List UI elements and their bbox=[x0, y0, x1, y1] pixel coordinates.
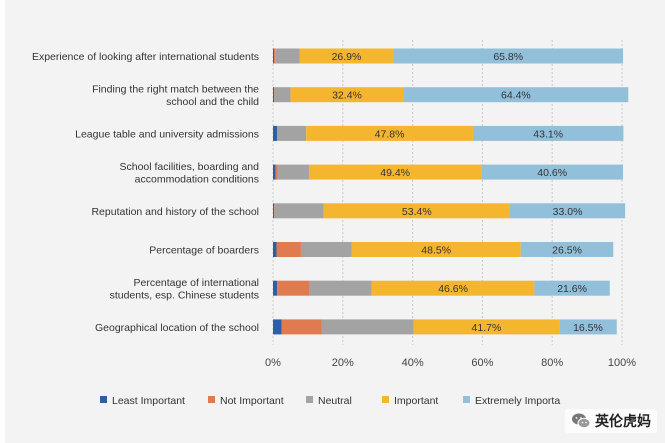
bar-segment-neutral bbox=[309, 280, 372, 296]
bar-segment-least-important bbox=[273, 242, 277, 257]
x-tick-label: 20% bbox=[332, 357, 354, 369]
bar-segment-not-important bbox=[281, 319, 322, 335]
category-label: Experience of looking after internationa… bbox=[32, 51, 259, 63]
bar-segment-least-important bbox=[273, 87, 275, 103]
bar-segment-least-important bbox=[273, 203, 275, 219]
category-label: Percentage of international bbox=[133, 277, 259, 289]
bar-segment-important bbox=[371, 280, 535, 296]
x-tick-label: 40% bbox=[402, 357, 424, 369]
bar-segment-extremely-important bbox=[520, 242, 614, 257]
data-label: 16.5% bbox=[573, 322, 603, 334]
bar-segment-important bbox=[351, 242, 521, 257]
bar-segment-neutral bbox=[274, 87, 291, 103]
bar-segment-neutral bbox=[277, 164, 309, 180]
data-label: 43.1% bbox=[533, 128, 563, 140]
data-label: 53.4% bbox=[402, 206, 432, 218]
bar-segment-not-important bbox=[277, 280, 310, 296]
x-tick-label: 100% bbox=[608, 357, 636, 369]
bar-segment-extremely-important bbox=[559, 319, 617, 335]
bar-segment-least-important bbox=[273, 319, 282, 335]
bar-segment-neutral bbox=[300, 242, 352, 257]
watermark-text: 英伦虎妈 bbox=[595, 414, 651, 430]
legend-swatch bbox=[382, 396, 389, 403]
legend-swatch bbox=[306, 396, 313, 403]
category-label: accommodation conditions bbox=[135, 173, 259, 185]
category-label: School facilities, boarding and bbox=[119, 161, 259, 173]
data-label: 33.0% bbox=[553, 206, 583, 218]
bar-segment-neutral bbox=[277, 125, 307, 141]
bar-segment-neutral bbox=[275, 48, 300, 64]
bar-segment-extremely-important bbox=[403, 87, 629, 103]
bar-segment-least-important bbox=[273, 125, 278, 141]
legend-label: Neutral bbox=[318, 395, 352, 407]
bar-segment-not-important bbox=[276, 242, 301, 257]
data-label: 47.8% bbox=[375, 128, 405, 140]
data-label: 40.6% bbox=[537, 167, 567, 179]
bar-segment-least-important bbox=[273, 48, 275, 64]
wechat-icon bbox=[572, 413, 591, 429]
data-label: 26.9% bbox=[332, 51, 362, 63]
bar-segment-neutral bbox=[274, 203, 324, 219]
legend-label: Least Important bbox=[112, 395, 185, 407]
category-label: students, esp. Chinese students bbox=[110, 289, 259, 301]
bar-segment-important bbox=[290, 87, 404, 103]
legend-label: Not Important bbox=[220, 395, 284, 407]
x-tick-label: 60% bbox=[471, 357, 493, 369]
legend-swatch bbox=[100, 396, 107, 403]
bar-segment-neutral bbox=[321, 319, 414, 335]
bar-segment-extremely-important bbox=[481, 164, 624, 180]
legend-label: Extremely Importa bbox=[475, 395, 560, 407]
data-label: 41.7% bbox=[472, 322, 502, 334]
category-label: Percentage of boarders bbox=[149, 245, 259, 257]
bar-segment-important bbox=[308, 164, 482, 180]
x-tick-label: 0% bbox=[265, 357, 281, 369]
data-label: 48.5% bbox=[421, 245, 451, 257]
bar-segment-not-important bbox=[274, 48, 276, 64]
bar-segment-extremely-important bbox=[472, 125, 624, 141]
x-tick-label: 80% bbox=[541, 357, 563, 369]
bar-segment-important bbox=[299, 48, 394, 64]
bar-segment-important bbox=[413, 319, 560, 335]
bar-segment-extremely-important bbox=[534, 280, 610, 296]
legend-swatch bbox=[463, 396, 470, 403]
category-label: Reputation and history of the school bbox=[91, 206, 259, 218]
category-label: Geographical location of the school bbox=[95, 322, 259, 334]
bar-segment-important bbox=[306, 125, 473, 141]
bar-segment-extremely-important bbox=[509, 203, 626, 219]
data-label: 49.4% bbox=[380, 167, 410, 179]
data-label: 32.4% bbox=[332, 90, 362, 102]
bar-segment-extremely-important bbox=[393, 48, 624, 64]
legend-label: Important bbox=[394, 395, 438, 407]
data-label: 64.4% bbox=[501, 90, 531, 102]
bar-segment-least-important bbox=[273, 164, 276, 180]
category-label: school and the child bbox=[166, 96, 259, 108]
legend-swatch bbox=[208, 396, 215, 403]
chart-panel bbox=[5, 0, 665, 443]
data-label: 46.6% bbox=[438, 283, 468, 295]
bar-segment-least-important bbox=[273, 280, 278, 296]
data-label: 65.8% bbox=[493, 51, 523, 63]
data-label: 26.5% bbox=[552, 245, 582, 257]
bar-segment-not-important bbox=[275, 164, 278, 180]
category-label: League table and university admissions bbox=[75, 128, 259, 140]
watermark: 英伦虎妈 bbox=[565, 409, 657, 433]
bar-segment-important bbox=[323, 203, 510, 219]
category-label: Finding the right match between the bbox=[92, 83, 259, 95]
data-label: 21.6% bbox=[557, 283, 587, 295]
